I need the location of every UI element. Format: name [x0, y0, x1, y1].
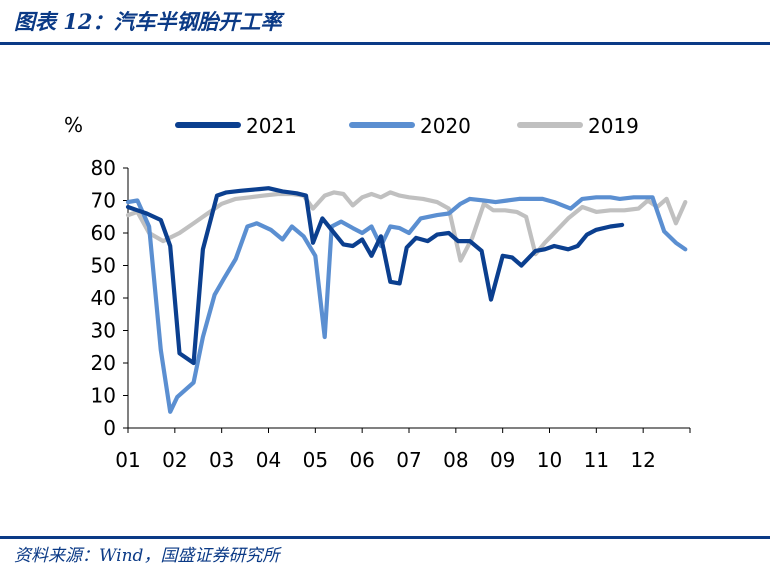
legend-label-2019: 2019	[588, 114, 639, 138]
y-tick-label: 70	[91, 189, 116, 213]
x-tick-label: 06	[349, 448, 374, 472]
y-axis: 0 10 20 30 40 50 60 70 80	[91, 156, 129, 440]
x-tick-label: 02	[162, 448, 187, 472]
x-tick-label: 12	[630, 448, 655, 472]
y-tick-label: 60	[91, 221, 116, 245]
y-tick-label: 80	[91, 156, 116, 180]
y-tick-label: 40	[91, 286, 116, 310]
y-tick-label: 30	[91, 319, 116, 343]
x-tick-label: 07	[396, 448, 421, 472]
x-tick-label: 11	[584, 448, 609, 472]
y-tick-label: 10	[91, 384, 116, 408]
chart-legend: 2021 2020 2019	[175, 114, 639, 138]
legend-label-2020: 2020	[420, 114, 471, 138]
source-note: 资料来源：Wind，国盛证券研究所	[14, 546, 280, 566]
y-tick-label: 0	[103, 416, 116, 440]
y-tick-label: 20	[91, 351, 116, 375]
y-tick-label: 50	[91, 254, 116, 278]
series-line-2019	[125, 190, 688, 263]
legend-label-2021: 2021	[246, 114, 297, 138]
top-rule	[0, 42, 770, 45]
x-axis: 01 02 03 04 05 06 07 08 09 10 11 12	[115, 427, 691, 472]
figure-title: 图表 12：汽车半钢胎开工率	[14, 9, 282, 34]
series-line-2021	[125, 186, 625, 366]
series-line-2020	[125, 195, 688, 414]
x-tick-label: 09	[490, 448, 515, 472]
x-tick-label: 08	[443, 448, 468, 472]
y-axis-label: %	[64, 113, 83, 137]
x-tick-label: 03	[209, 448, 234, 472]
x-tick-label: 04	[256, 448, 281, 472]
x-tick-label: 05	[303, 448, 328, 472]
x-tick-label: 01	[115, 448, 140, 472]
bottom-rule	[0, 536, 770, 539]
chart-series	[125, 186, 688, 414]
x-tick-label: 10	[537, 448, 562, 472]
